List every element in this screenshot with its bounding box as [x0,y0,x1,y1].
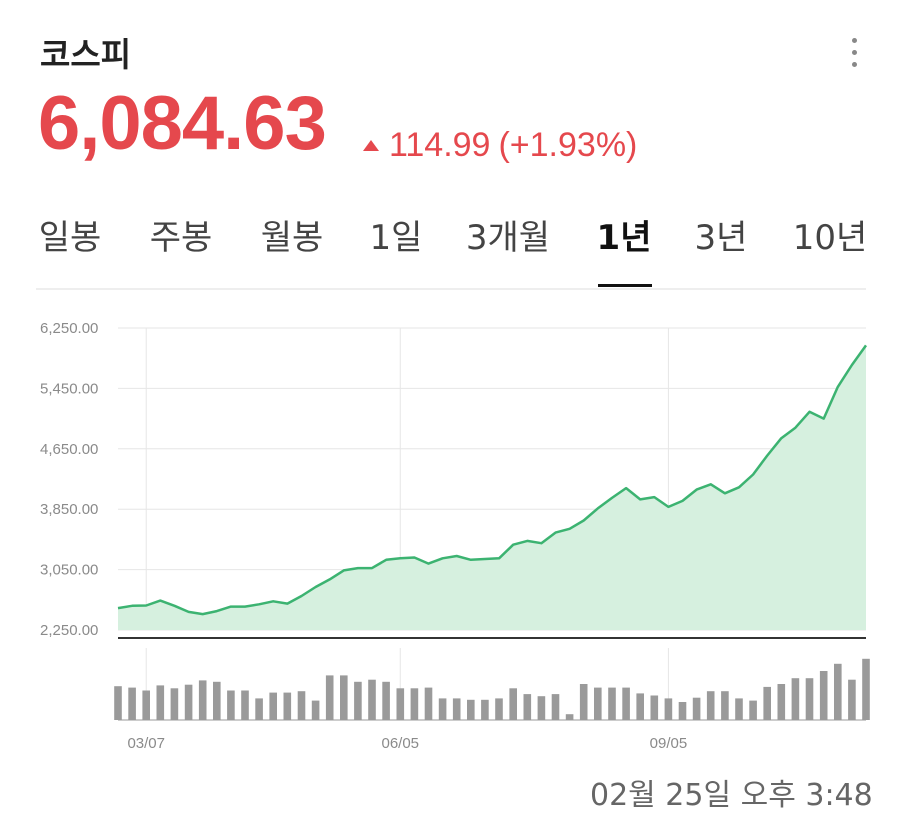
price-chart: 6,250.00 5,450.00 4,650.00 3,850.00 3,050.00… [40,320,870,752]
volume-bar [241,690,249,720]
y-tick-label: 3,850.00 [40,501,98,518]
volume-bar [170,688,179,720]
change-percent: (+1.93%) [498,126,638,164]
volume-bar [114,686,122,720]
volume-bar [763,686,771,720]
volume-bar [692,697,701,720]
volume-bar [198,680,207,720]
y-tick-label: 6,250.00 [40,320,98,337]
y-tick-label: 4,650.00 [40,441,98,458]
volume-bar [396,688,405,720]
volume-bar [777,684,786,720]
volume-bar [650,695,659,720]
tab-10year[interactable]: 10년 [792,218,868,258]
volume-bar [706,691,715,720]
volume-bar [579,684,588,720]
volume-bar [128,687,136,720]
volume-bar [354,681,362,720]
tab-daily[interactable]: 일봉 [38,218,102,258]
current-price: 6,084.63 [38,81,327,166]
volume-bar [227,690,235,720]
volume-bar [735,698,743,720]
volume-bar [749,700,757,720]
volume-bar [410,688,419,720]
change-amount: 114.99 [389,126,491,164]
volume-bar [368,679,376,720]
volume-bar [184,684,193,720]
price-line [117,344,868,616]
volume-bar [213,681,221,720]
volume-bar [594,687,602,720]
y-tick-label: 5,450.00 [40,380,98,397]
price-change: 114.99 (+1.93%) [363,126,637,165]
volume-bar [382,681,390,720]
volume-bar [551,694,560,720]
volume-bar [481,699,489,720]
volume-bar [438,698,447,720]
volume-bar [608,687,616,720]
tab-3year[interactable]: 3년 [694,218,748,258]
period-tabs: 일봉 주봉 월봉 1일 3개월 1년 3년 10년 [36,210,868,290]
active-tab-indicator [598,284,652,287]
volume-bar [269,692,277,720]
volume-bar [340,675,348,720]
tab-3month[interactable]: 3개월 [465,218,551,258]
volume-bar [523,694,532,720]
tab-weekly[interactable]: 주봉 [149,218,213,258]
volume-bar [664,698,673,720]
x-tick-label: 09/05 [650,735,688,752]
up-triangle-icon [363,140,379,151]
page-title: 코스피 [40,35,132,74]
price-area [118,345,866,630]
volume-bar [467,699,475,720]
volume-bar [297,691,306,720]
volume-bar [862,658,870,720]
volume-bar [311,700,320,720]
volume-bar [636,693,644,720]
y-tick-label: 2,250.00 [40,622,98,639]
tab-1day[interactable]: 1일 [369,218,423,258]
timestamp: 02월 25일 오후 3:48 [590,778,873,813]
y-tick-label: 3,050.00 [40,562,98,579]
volume-bar [848,679,856,720]
volume-bar [834,663,842,720]
volume-bar [325,675,334,720]
volume-bar [156,685,165,720]
more-options-icon[interactable] [842,36,866,70]
volume-bar [565,714,574,720]
volume-bar [424,687,433,720]
volume-bar [819,671,828,720]
volume-bar [142,690,150,720]
x-tick-label: 06/05 [381,735,419,752]
volume-bar [678,702,687,720]
tab-monthly[interactable]: 월봉 [260,218,324,258]
volume-bar [283,692,292,720]
volume-bar [537,696,546,720]
volume-bar [509,688,517,720]
tab-1year[interactable]: 1년 [596,218,652,258]
volume-bar [791,678,800,720]
volume-bar [805,678,814,720]
volume-bar [622,687,630,720]
volume-bar [452,698,461,720]
x-tick-label: 03/07 [127,735,165,752]
volume-bar [255,698,263,720]
volume-bar [495,698,503,720]
volume-bar [721,691,729,720]
